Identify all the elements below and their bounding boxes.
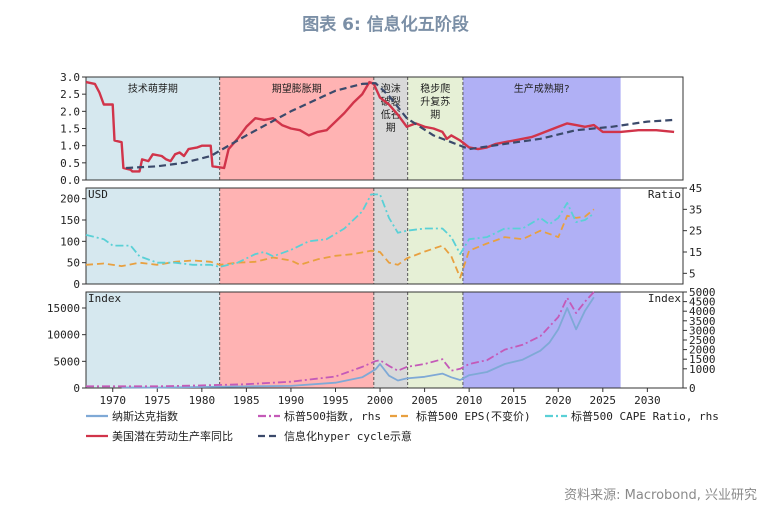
index-left-tick-label-2: 5000: [54, 355, 81, 368]
productivity-left-tick-label-5: 2.0: [60, 105, 80, 118]
x-tick-label-13: 2030: [634, 394, 661, 407]
valuation-right-tick-label-3: 25: [689, 225, 702, 238]
valuation-series-2: [85, 193, 595, 268]
phase-label-4-1: 稳步爬: [420, 82, 450, 95]
phase-label-4-2: 升复苏: [420, 95, 450, 108]
valuation-left-tick-label-2: 50: [67, 257, 80, 270]
index-left-tick-label-1: 0: [73, 382, 80, 395]
legend-label-4: 标普500 CAPE Ratio, rhs: [571, 409, 719, 423]
productivity-left-tick-label-4: 1.5: [60, 123, 80, 136]
productivity-left-tick-label-1: 0.0: [60, 174, 80, 187]
phase-band-3-3: [373, 292, 408, 388]
x-tick-label-9: 2010: [456, 394, 483, 407]
valuation-left-tick-label-5: 200: [60, 193, 80, 206]
phase-label-1-1: 技术萌芽期: [128, 82, 178, 95]
index-left-unit: Index: [88, 292, 121, 305]
panel-frame-2: [85, 187, 684, 285]
index-left-tick-label-4: 15000: [47, 302, 80, 315]
legend-label-1: 纳斯达克指数: [112, 409, 178, 423]
chart: 技术萌芽期 期望膨胀期 泡沫破裂低谷期稳步爬升复苏期生产成熟期?0.00.51.01…: [47, 71, 719, 443]
index-right-tick-label-9: 4500: [689, 296, 716, 309]
index-right-tick-label-3: 1500: [689, 353, 716, 366]
phase-band-3-1: [86, 292, 220, 388]
x-tick-label-11: 2020: [545, 394, 572, 407]
source-note: 资料来源: Macrobond, 兴业研究: [564, 488, 757, 503]
index-right-tick-label-8: 4000: [689, 305, 716, 318]
x-tick-label-1: 1970: [99, 394, 126, 407]
phase-label-2-1: 期望膨胀期: [272, 82, 322, 95]
phase-label-4-3: 期: [430, 109, 440, 121]
phase-band-3-4: [407, 292, 463, 388]
index-right-tick-label-1: 0: [689, 382, 696, 395]
index-right-tick-label-5: 2500: [689, 334, 716, 347]
phase-band-2-3: [373, 188, 408, 284]
valuation-right-tick-label-5: 45: [689, 182, 702, 195]
productivity-series-1: [85, 80, 675, 173]
phase-label-5-1: 生产成熟期?: [514, 82, 570, 95]
productivity-series-2: [126, 82, 675, 170]
valuation-left-tick-label-3: 100: [60, 235, 80, 248]
valuation-series-1: [85, 208, 595, 279]
phase-band-2-5: [462, 188, 621, 284]
x-tick-label-8: 2005: [411, 394, 438, 407]
index-right-tick-label-4: 2000: [689, 344, 716, 357]
valuation-left-unit: USD: [88, 188, 108, 201]
productivity-left-tick-label-2: 0.5: [60, 157, 80, 170]
x-tick-label-12: 2025: [590, 394, 617, 407]
legend-label-2: 标普500指数, rhs: [284, 409, 381, 423]
productivity-left-tick-label-6: 2.5: [60, 88, 80, 101]
x-tick-label-2: 1975: [144, 394, 171, 407]
legend-label-3: 标普500 EPS(不变价): [416, 409, 531, 423]
x-tick-label-5: 1990: [278, 394, 305, 407]
legend-label-6: 信息化hyper cycle示意: [284, 429, 412, 443]
phase-band-1-1: [86, 77, 220, 180]
phase-band-3-2: [219, 292, 374, 388]
x-tick-label-10: 2015: [500, 394, 527, 407]
index-right-tick-label-6: 3000: [689, 324, 716, 337]
valuation-left-tick-label-1: 0: [73, 278, 80, 291]
phase-band-2-4: [407, 188, 463, 284]
x-tick-label-7: 2000: [367, 394, 394, 407]
valuation-right-tick-label-1: 5: [689, 267, 696, 280]
valuation-right-tick-label-4: 35: [689, 203, 702, 216]
valuation-left-tick-label-4: 150: [60, 214, 80, 227]
index-right-tick-label-2: 1000: [689, 363, 716, 376]
index-right-tick-label-10: 5000: [689, 286, 716, 299]
index-left-tick-label-3: 10000: [47, 329, 80, 342]
index-series-2: [86, 291, 595, 388]
valuation-right-unit: Ratio: [648, 188, 681, 201]
index-series-1: [121, 296, 595, 389]
productivity-left-tick-label-3: 1.0: [60, 140, 80, 153]
phase-label-3-1: 泡沫: [381, 82, 401, 95]
x-tick-label-4: 1985: [233, 394, 260, 407]
productivity-left-tick-label-7: 3.0: [60, 71, 80, 84]
phase-band-2-1: [86, 188, 220, 284]
index-right-unit: Index: [648, 292, 681, 305]
phase-band-2-2: [219, 188, 374, 284]
chart-title: 图表 6: 信息化五阶段: [302, 15, 469, 35]
legend-label-5: 美国潜在劳动生产率同比: [112, 429, 233, 443]
valuation-right-tick-label-2: 15: [689, 246, 702, 259]
phase-band-3-5: [462, 292, 621, 388]
phase-label-3-4: 期: [386, 122, 396, 134]
x-tick-label-3: 1980: [189, 394, 216, 407]
index-right-tick-label-7: 3500: [689, 315, 716, 328]
x-tick-label-6: 1995: [322, 394, 349, 407]
